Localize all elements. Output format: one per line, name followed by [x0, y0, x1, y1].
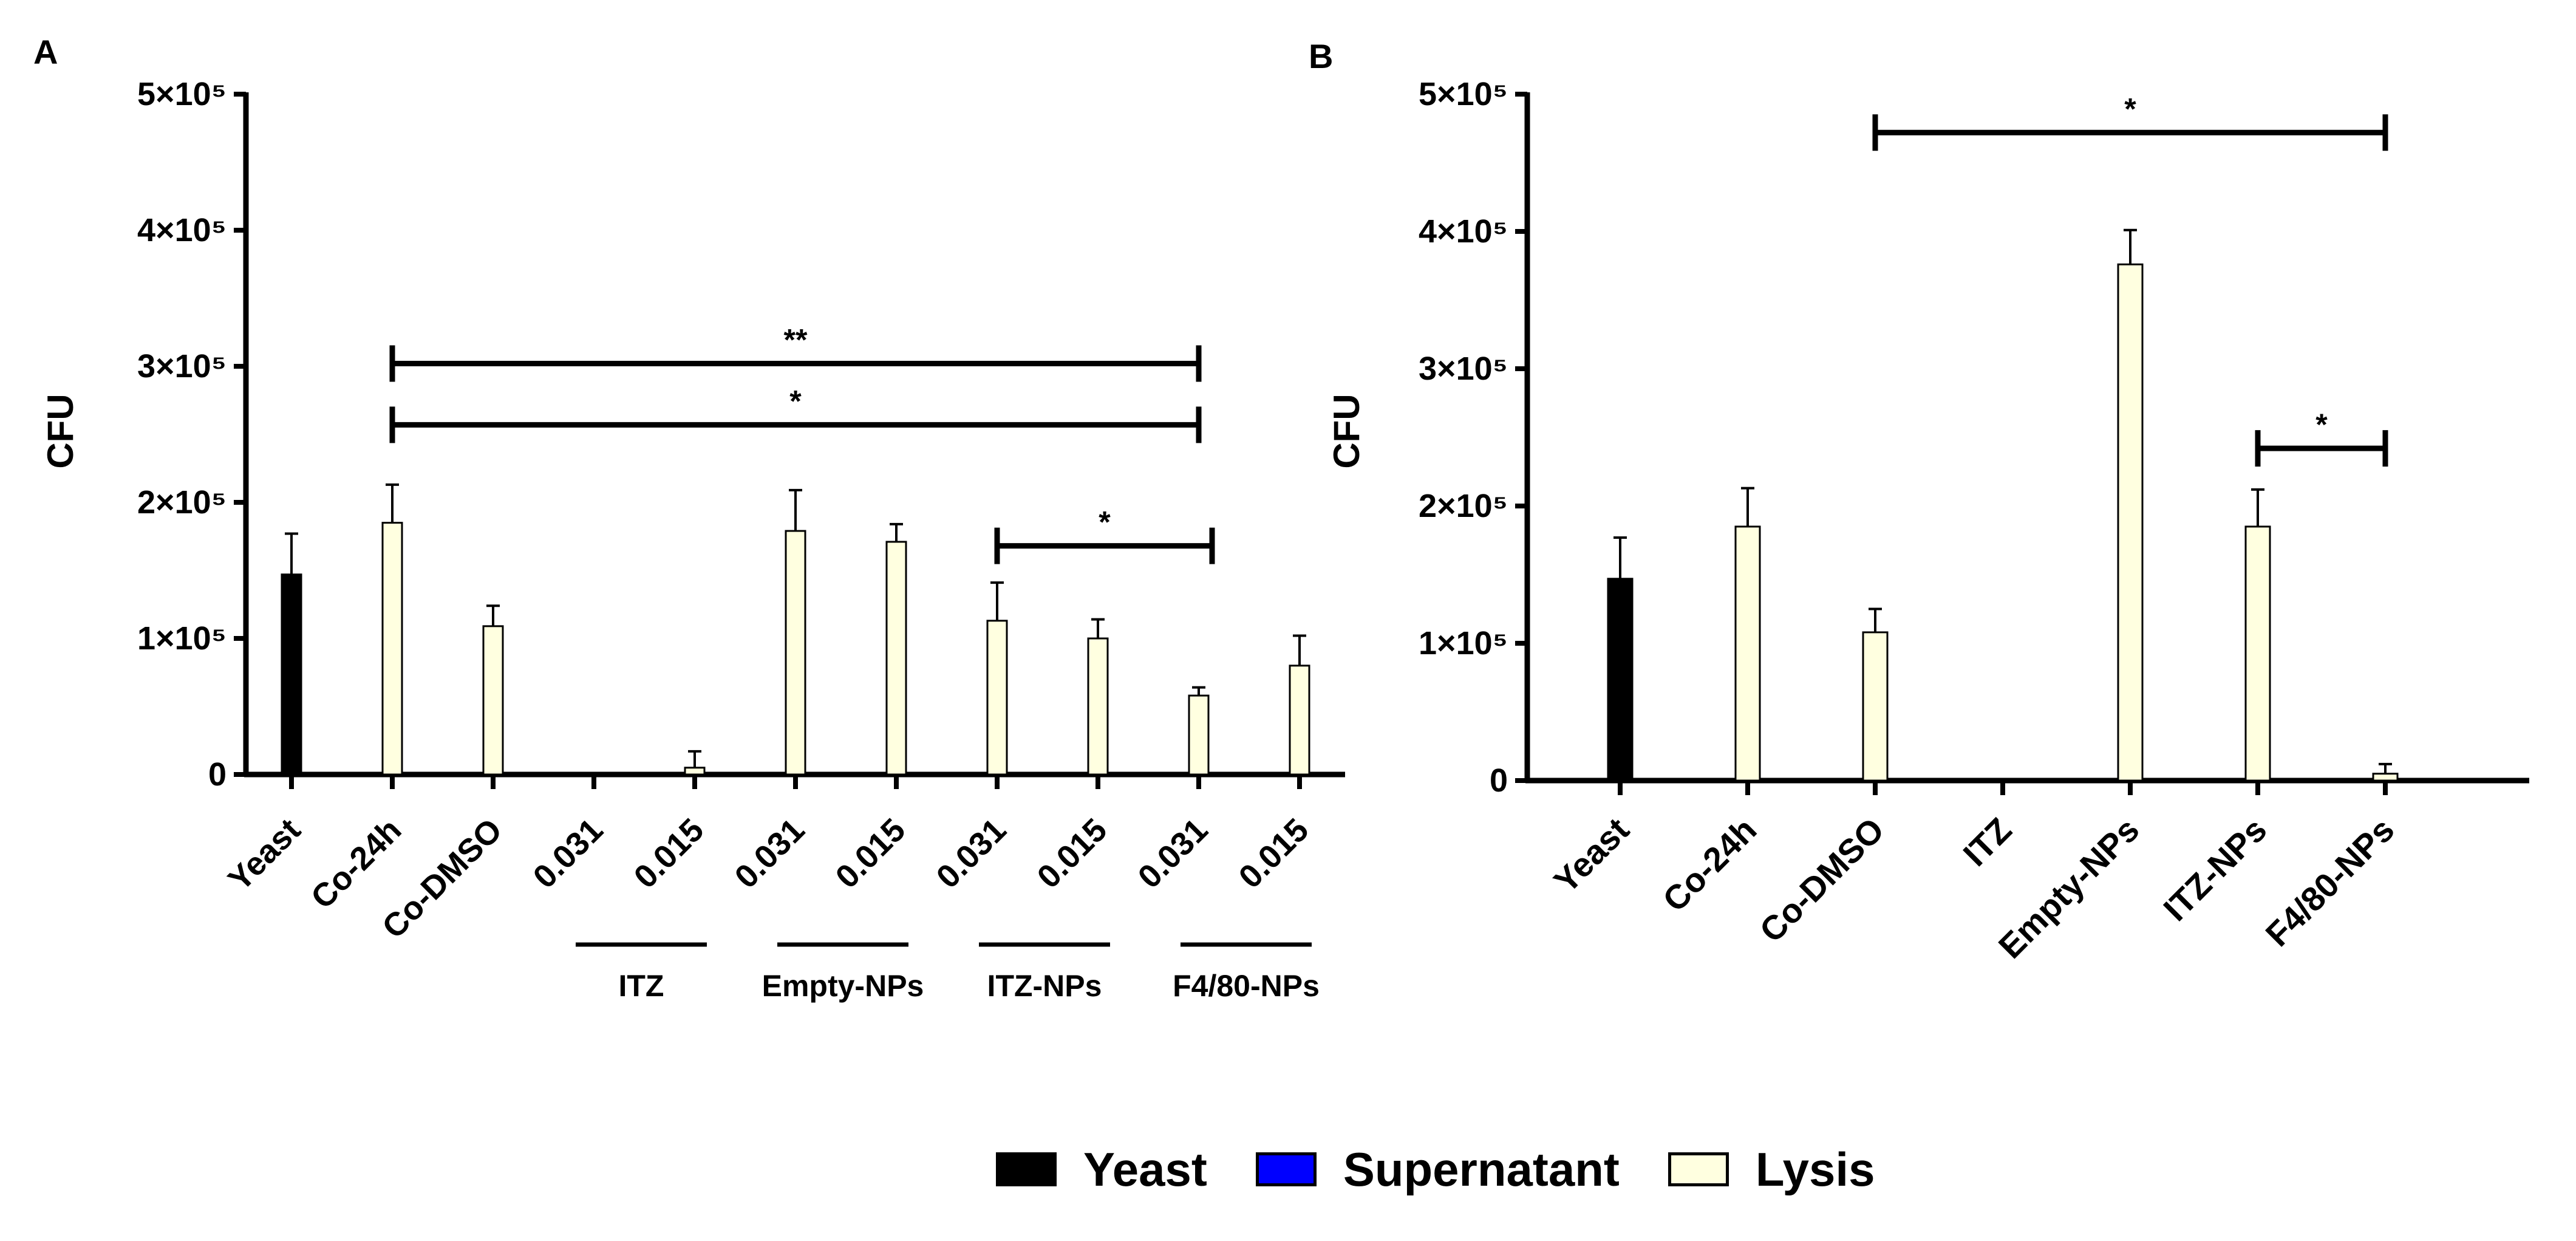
panel-a-category-label-0-015: 0.015 — [1031, 812, 1114, 895]
legend-item-lysis: Lysis — [1668, 1142, 1875, 1197]
panel-a-category-label-0-031: 0.031 — [1131, 812, 1215, 895]
panel-a-y-axis-title: CFU — [40, 394, 81, 468]
panel-a-y-tick-label: 5×10⁵ — [137, 76, 227, 112]
panel-a-y-tick-label: 3×10⁵ — [137, 348, 227, 385]
panel-a-significance-label: ** — [784, 323, 808, 357]
panel-b-y-tick-label: 3×10⁵ — [1419, 350, 1508, 387]
panel-a-group-label-empty-nps: Empty-NPs — [762, 969, 924, 1003]
panel-b-letter: B — [1309, 37, 1333, 75]
panel-a-category-label-0-031: 0.031 — [728, 812, 812, 895]
panel-a-category-label-0-015: 0.015 — [1232, 812, 1316, 895]
panel-a-category-label-co-24h: Co-24h — [304, 812, 409, 916]
panel-b-chart: 0 1×10⁵ 2×10⁵ 3×10⁵ 4×10⁵ 5×10⁵ CFU Yeast Co-24h… — [1326, 76, 2529, 966]
legend-swatch-supernatant — [1255, 1152, 1317, 1186]
panel-b-category-label-itz: ITZ — [1956, 810, 2019, 873]
panel-b-bar-empty-nps-lysis — [2117, 263, 2144, 782]
panel-b-significance-label: * — [2315, 408, 2328, 442]
legend-swatch-lysis — [1668, 1152, 1729, 1186]
panel-b-category-label-co-24h: Co-24h — [1655, 810, 1764, 919]
panel-a-significance-label: * — [1099, 505, 1111, 539]
panel-a-category-label-0-015: 0.015 — [627, 812, 711, 895]
panel-b-category-label-yeast: Yeast — [1546, 810, 1636, 900]
panel-a-y-tick-label: 4×10⁵ — [137, 212, 227, 248]
panel-b-y-tick-label: 0 — [1490, 762, 1508, 799]
panel-a-category-label-yeast: Yeast — [221, 812, 307, 898]
panel-a-category-label-0-031: 0.031 — [930, 812, 1014, 895]
panel-a-group-label-f4-80-nps: F4/80-NPs — [1173, 969, 1320, 1003]
panel-a-bar-co-dmso-lysis — [482, 625, 504, 776]
panel-a-category-label-0-015: 0.015 — [829, 812, 913, 895]
panel-a-letter: A — [33, 33, 58, 71]
panel-b-y-axis-title: CFU — [1326, 394, 1367, 468]
panel-a-bar-co-24h-lysis — [381, 522, 403, 776]
panel-b-bar-itz-nps-lysis — [2244, 525, 2271, 782]
panel-a-chart: 0 1×10⁵ 2×10⁵ 3×10⁵ 4×10⁵ 5×10⁵ CFU YeastCo-24h… — [40, 76, 1345, 1003]
panel-b-bar-co-24h-lysis — [1734, 525, 1761, 782]
panel-a-bar-0-031-lysis — [1188, 694, 1210, 776]
panel-b-y-tick-label: 1×10⁵ — [1419, 625, 1508, 662]
panel-b-bar-f4-80-nps-lysis — [2372, 773, 2399, 782]
panel-a-bar-yeast-yeast — [281, 573, 302, 776]
panel-b-y-tick-label: 4×10⁵ — [1419, 213, 1508, 250]
panel-a-bar-0-015-lysis — [1087, 637, 1109, 776]
panel-a-bar-0-031-lysis — [986, 620, 1008, 776]
panel-b-category-label-itz-nps: ITZ-NPs — [2156, 810, 2274, 928]
panel-a-significance-label: * — [789, 384, 802, 418]
panel-a-y-tick-label: 2×10⁵ — [137, 484, 227, 521]
panel-b-y-tick-label: 2×10⁵ — [1419, 488, 1508, 524]
panel-b-significance-label: * — [2124, 92, 2136, 126]
panel-a-bar-0-031-lysis — [785, 530, 806, 776]
panel-b-bar-yeast-yeast — [1607, 578, 1634, 782]
panel-a-bar-0-015-lysis — [684, 767, 706, 776]
legend-label-lysis: Lysis — [1755, 1142, 1875, 1196]
panel-a-group-label-itz-nps: ITZ-NPs — [987, 969, 1102, 1003]
legend-item-yeast: Yeast — [996, 1142, 1207, 1197]
panel-a-y-tick-label: 1×10⁵ — [137, 620, 227, 657]
panel-b-y-tick-label: 5×10⁵ — [1419, 76, 1508, 112]
legend-label-yeast: Yeast — [1083, 1142, 1207, 1196]
panel-a-group-label-itz: ITZ — [619, 969, 664, 1003]
panel-a-bar-0-015-lysis — [1289, 665, 1310, 776]
legend: Yeast Supernatant Lysis — [996, 1142, 1923, 1197]
panel-a-y-tick-label: 0 — [208, 756, 227, 793]
legend-item-supernatant: Supernatant — [1255, 1142, 1620, 1197]
panel-b-category-label-f4-80-nps: F4/80-NPs — [2258, 810, 2401, 954]
legend-swatch-yeast — [996, 1152, 1057, 1186]
panel-a-category-label-0-031: 0.031 — [526, 812, 610, 895]
legend-label-supernatant: Supernatant — [1343, 1142, 1620, 1196]
panel-b-category-label-co-dmso: Co-DMSO — [1752, 810, 1891, 949]
panel-a-bar-0-015-lysis — [885, 541, 907, 776]
panel-b-bar-co-dmso-lysis — [1862, 631, 1889, 782]
